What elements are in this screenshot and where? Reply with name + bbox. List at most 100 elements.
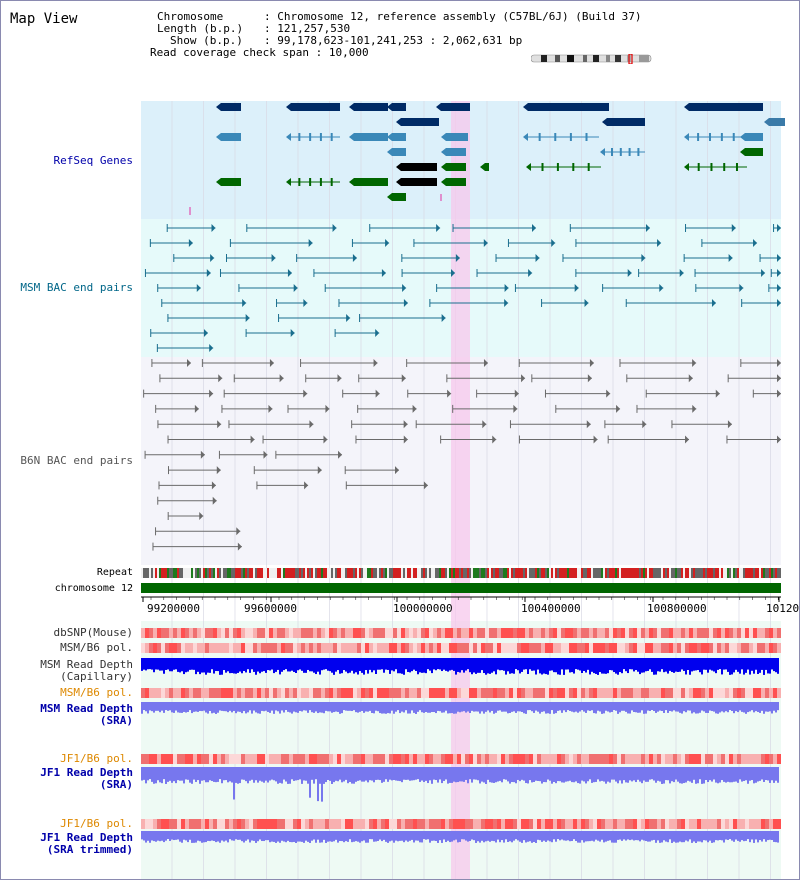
gene-block <box>354 103 388 111</box>
bac-end-arrow <box>206 269 211 277</box>
gene-block <box>392 148 406 156</box>
bac-end-arrow <box>403 435 408 444</box>
bac-end-arrow <box>761 269 766 277</box>
gene-arrow <box>523 133 528 141</box>
bac-end-arrow <box>245 314 250 322</box>
bac-end-arrow <box>271 254 276 262</box>
track-label-refseq[interactable]: RefSeq Genes <box>53 154 133 167</box>
jf1-depth-sra-track <box>141 767 779 802</box>
bac-end-arrow <box>521 374 526 383</box>
chromosome-ideogram[interactable] <box>531 54 655 64</box>
bac-end-arrow <box>401 374 406 383</box>
track-label-jf1-depth-trimmed: JF1 Read Depth (SRA trimmed) <box>40 831 133 856</box>
bac-end-arrow <box>209 344 214 352</box>
ruler <box>141 596 781 602</box>
bac-end-arrow <box>323 435 328 444</box>
bac-end-arrow <box>402 284 407 292</box>
bac-end-arrow <box>482 420 487 429</box>
gene-exon <box>611 148 613 156</box>
gene-exon <box>309 133 312 141</box>
gene-block <box>392 193 406 201</box>
bac-end-arrow <box>325 404 330 413</box>
gene-exon <box>309 178 312 186</box>
bac-end-arrow <box>309 420 314 429</box>
gene-exon <box>538 133 541 141</box>
track-label-jf1-depth-sra: JF1 Read Depth (SRA) <box>40 766 133 791</box>
ruler-tick-label: 100000000 <box>393 602 453 615</box>
bac-end-arrow <box>504 299 509 307</box>
gene-arrow <box>740 133 745 141</box>
selection-highlight[interactable] <box>451 101 470 880</box>
ruler-tick-label: 99200000 <box>147 602 200 615</box>
bac-end-arrow <box>715 389 720 398</box>
gene-exon <box>319 133 322 141</box>
bac-end-arrow <box>593 435 598 444</box>
track-label-msm-bac[interactable]: MSM BAC end pairs <box>20 281 133 294</box>
gene-block <box>446 178 466 186</box>
bac-end-arrow <box>203 329 208 337</box>
bac-end-arrow <box>642 420 647 429</box>
bac-end-arrow <box>403 299 408 307</box>
gene-exon <box>554 133 557 141</box>
gene-arrow <box>387 103 392 111</box>
gene-block <box>446 133 468 141</box>
gene-exon <box>708 133 711 141</box>
bac-end-arrow <box>352 254 357 262</box>
gene-exon <box>330 178 333 186</box>
bac-end-arrow <box>317 466 322 475</box>
gene-exon <box>541 163 544 171</box>
bac-end-arrow <box>237 542 242 551</box>
bac-end-arrow <box>777 374 781 383</box>
track-label-b6n-bac[interactable]: B6N BAC end pairs <box>20 454 133 467</box>
bac-end-arrow <box>777 269 781 277</box>
gene-exon <box>585 133 588 141</box>
gene-arrow <box>286 178 291 186</box>
gene-arrow <box>349 133 354 141</box>
bac-end-arrow <box>199 512 204 520</box>
chromosome-label: Chromosome <box>157 10 224 23</box>
gene-exon <box>720 133 723 141</box>
bac-end-arrow <box>436 224 441 232</box>
gene-block <box>221 133 241 141</box>
bac-end-arrow <box>753 239 758 247</box>
region-info: Chromosome: Chromosome 12, reference ass… <box>150 10 642 59</box>
bac-end-arrow <box>381 269 386 277</box>
bac-end-arrow <box>455 254 460 262</box>
ruler-tick-label: 100800000 <box>647 602 707 615</box>
bac-end-arrow <box>236 527 241 536</box>
gene-arrow <box>216 178 221 186</box>
chromosome-bar <box>141 583 781 593</box>
bac-end-arrow <box>514 389 519 398</box>
bac-end-arrow <box>528 269 533 277</box>
gene-arrow <box>441 178 446 186</box>
gene-exon <box>723 163 726 171</box>
bac-end-arrow <box>483 239 488 247</box>
bac-end-arrow <box>587 374 592 383</box>
bac-end-arrow <box>423 481 428 490</box>
bac-end-arrow <box>645 224 650 232</box>
refseq-genes-track <box>189 103 785 215</box>
gene-arrow <box>396 178 401 186</box>
track-label-chromosome: chromosome 12 <box>54 583 133 594</box>
repeat-track <box>141 568 781 578</box>
bac-end-arrow <box>451 269 456 277</box>
bac-end-arrow <box>338 450 343 459</box>
gene-arrow <box>684 133 689 141</box>
gene-exon <box>298 133 301 141</box>
gene-arrow <box>441 133 446 141</box>
gene-block <box>354 178 388 186</box>
bac-end-arrow <box>692 359 697 367</box>
bac-end-arrow <box>304 481 309 490</box>
gene-exon <box>697 163 700 171</box>
bac-end-arrow <box>589 359 594 367</box>
msm-bac-track <box>144 224 781 352</box>
dbsnp-track <box>141 628 781 638</box>
length-label: Length (b.p.) <box>157 22 244 35</box>
bac-end-arrow <box>308 239 313 247</box>
gene-arrow <box>396 118 401 126</box>
bac-end-arrow <box>692 404 697 413</box>
jf1-depth-trimmed-track <box>141 831 779 843</box>
bac-end-arrow <box>196 284 201 292</box>
